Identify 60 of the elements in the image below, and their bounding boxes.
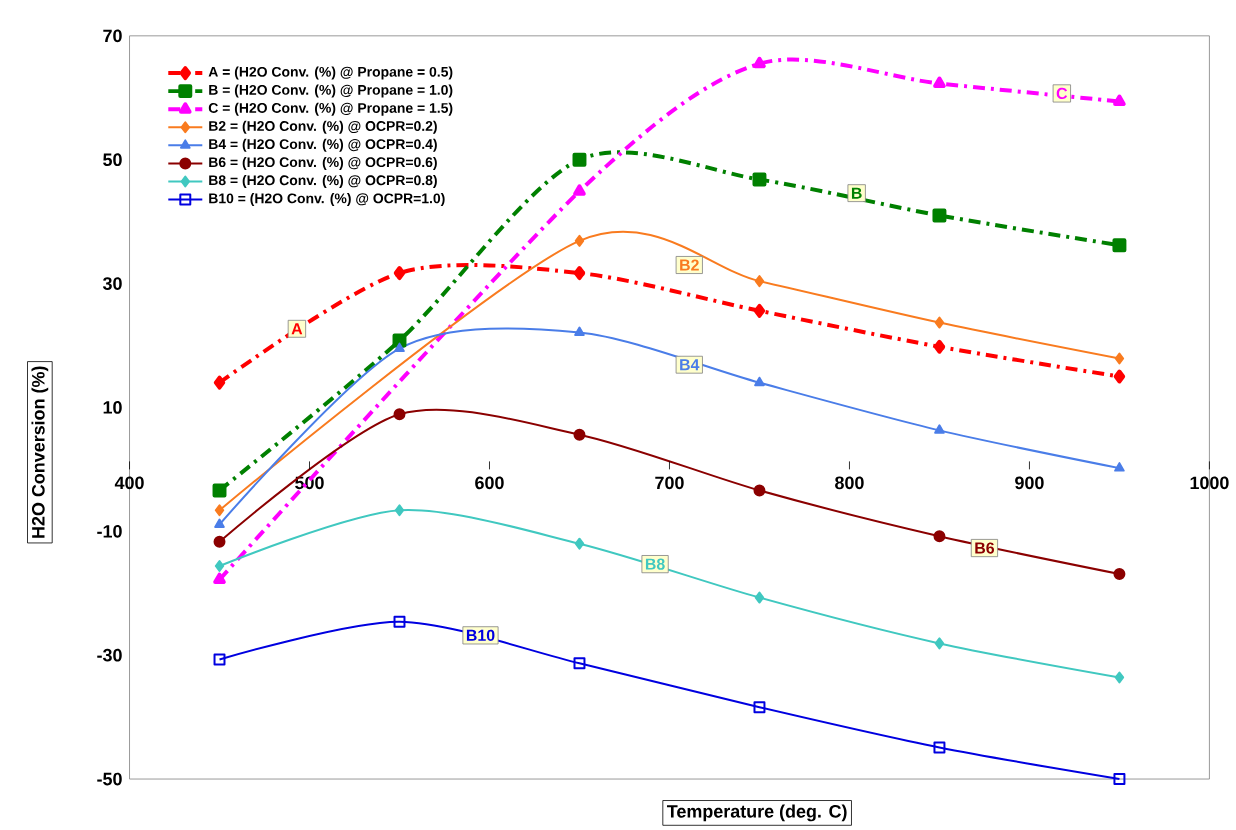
point (934, 316, 945, 329)
point (393, 615, 406, 628)
point (753, 484, 766, 497)
x-tick-label: 700 (655, 476, 684, 489)
point (1114, 352, 1125, 365)
point (1114, 461, 1125, 472)
point (393, 265, 406, 280)
point (213, 375, 226, 390)
point (754, 591, 765, 604)
point (212, 483, 227, 497)
point (934, 423, 945, 434)
point (1114, 671, 1125, 684)
point (1113, 772, 1126, 785)
point (933, 529, 946, 542)
point (934, 637, 945, 649)
x-tick-label: 800 (835, 476, 864, 489)
point (573, 183, 586, 196)
y-tick-label: 50 (103, 152, 122, 166)
point (213, 535, 226, 548)
point (213, 572, 226, 584)
x-tick-label: 600 (475, 476, 504, 489)
y-tick-label: 10 (103, 400, 122, 414)
point (1112, 237, 1127, 252)
point (1113, 567, 1126, 580)
y-tick-label: -50 (97, 772, 122, 785)
y-tick-label: -10 (97, 524, 122, 538)
point (1113, 94, 1126, 106)
point (753, 700, 766, 713)
point (573, 428, 586, 441)
y-tick-label: -30 (97, 648, 122, 662)
point (572, 152, 587, 167)
x-tick-label: 1000 (1190, 476, 1229, 489)
x-axis-title: Temperature (deg. C) (666, 804, 847, 821)
point (1113, 369, 1126, 384)
point (394, 342, 405, 352)
point (574, 326, 585, 336)
point (573, 265, 586, 280)
point (394, 503, 405, 516)
point (933, 339, 946, 354)
point (752, 172, 767, 187)
point (753, 303, 766, 318)
x-tick-label: 400 (114, 476, 144, 489)
point (933, 76, 946, 88)
point (754, 274, 765, 287)
y-tick-label: 30 (102, 276, 122, 290)
point (574, 537, 585, 550)
point (753, 56, 766, 68)
point (573, 656, 586, 669)
point (214, 559, 225, 572)
point (214, 503, 225, 516)
y-tick-label: 70 (103, 29, 122, 42)
y-axis-title: H2O Conversion (%) (31, 366, 49, 538)
x-tick-label: 900 (1015, 476, 1044, 489)
point (574, 234, 585, 247)
point (754, 376, 765, 386)
point (933, 741, 946, 754)
point (932, 208, 947, 223)
point (213, 653, 226, 666)
point (214, 518, 225, 528)
point (393, 407, 406, 420)
